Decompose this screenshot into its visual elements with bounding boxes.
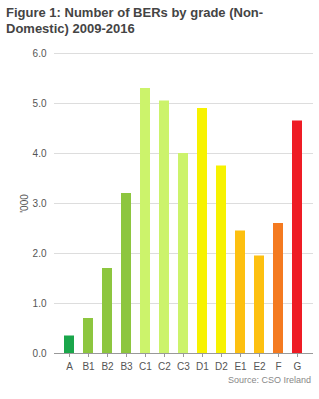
svg-text:F: F xyxy=(275,361,281,372)
html-text:Figure 1: Number of BERs by gr: Figure 1: Number of BERs by grade (Non-D… xyxy=(6,5,264,36)
html-text:Source: CSO Ireland: Source: CSO Ireland xyxy=(228,375,311,385)
svg-text:E1: E1 xyxy=(234,361,247,372)
svg-text:2.0: 2.0 xyxy=(33,248,47,259)
svg-text:3.0: 3.0 xyxy=(33,198,47,209)
svg-text:G: G xyxy=(294,361,302,372)
svg-text:C1: C1 xyxy=(139,361,152,372)
svg-text:0.0: 0.0 xyxy=(33,348,47,359)
svg-text:6.0: 6.0 xyxy=(33,48,47,59)
svg-text:B1: B1 xyxy=(82,361,95,372)
svg-text:C3: C3 xyxy=(177,361,190,372)
svg-text:4.0: 4.0 xyxy=(33,148,47,159)
svg-text:'000: '000 xyxy=(19,194,30,213)
svg-text:E2: E2 xyxy=(253,361,266,372)
svg-text:D2: D2 xyxy=(215,361,228,372)
svg-text:B3: B3 xyxy=(120,361,133,372)
svg-text:1.0: 1.0 xyxy=(33,298,47,309)
svg-text:C2: C2 xyxy=(158,361,171,372)
svg-text:5.0: 5.0 xyxy=(33,98,47,109)
svg-text:B2: B2 xyxy=(101,361,114,372)
svg-text:A: A xyxy=(66,361,73,372)
svg-text:D1: D1 xyxy=(196,361,209,372)
